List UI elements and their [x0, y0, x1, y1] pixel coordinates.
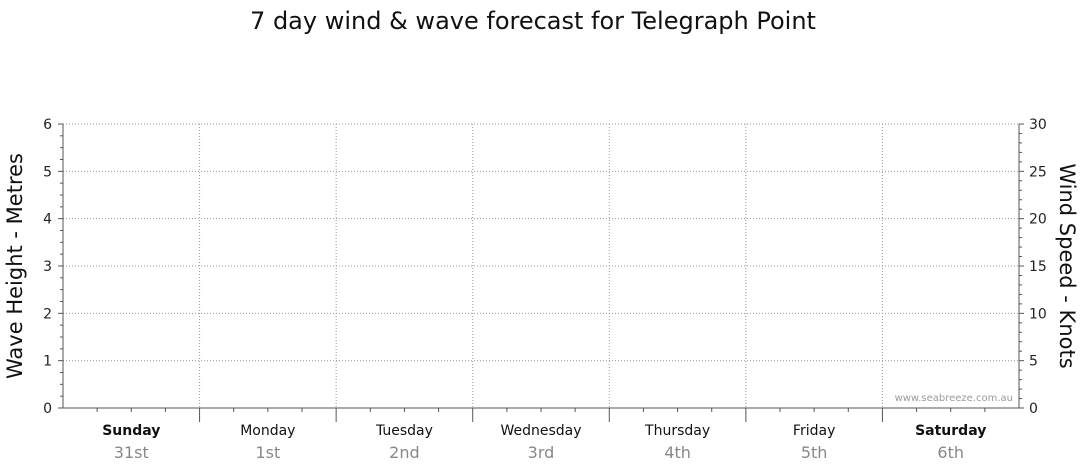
right-tick-label: 10: [1029, 306, 1047, 322]
day-date: 1st: [255, 443, 280, 462]
left-tick-label: 6: [43, 117, 52, 133]
day-name: Saturday: [915, 423, 986, 439]
left-tick-label: 0: [43, 401, 52, 417]
day-labels: Sunday 31st Monday 1st Tuesday 2nd Wednesday 3r…: [102, 423, 986, 462]
day-date: 6th: [937, 443, 964, 462]
day-date: 5th: [801, 443, 828, 462]
left-tick-label: 1: [43, 354, 52, 370]
right-tick-label: 20: [1029, 212, 1047, 228]
grid: [63, 123, 1019, 408]
right-tick-label: 5: [1029, 354, 1038, 370]
left-tick-label: 3: [43, 259, 52, 275]
right-tick-label: 0: [1029, 401, 1038, 417]
day-name: Wednesday: [500, 423, 581, 439]
right-axis-title: Wind Speed - Knots: [1055, 163, 1079, 368]
left-tick-label: 5: [43, 164, 52, 180]
axes: 0 1 2 3 4 5 6 0 5 10 15 20 25 30: [43, 117, 1047, 422]
day-name: Friday: [793, 423, 835, 439]
left-axis-title: Wave Height - Metres: [3, 153, 27, 379]
right-tick-label: 25: [1029, 164, 1047, 180]
left-tick-label: 4: [43, 212, 52, 228]
day-name: Monday: [240, 423, 295, 439]
day-date: 2nd: [389, 443, 419, 462]
chart-title: 7 day wind & wave forecast for Telegraph…: [250, 7, 816, 35]
day-date: 31st: [114, 443, 149, 462]
watermark: www.seabreeze.com.au: [895, 393, 1013, 404]
day-name: Thursday: [644, 423, 710, 439]
day-date: 4th: [664, 443, 691, 462]
day-date: 3rd: [528, 443, 555, 462]
day-name: Tuesday: [375, 423, 433, 439]
right-tick-label: 15: [1029, 259, 1047, 275]
day-name: Sunday: [102, 423, 160, 439]
left-tick-label: 2: [43, 306, 52, 322]
right-tick-label: 30: [1029, 117, 1047, 133]
